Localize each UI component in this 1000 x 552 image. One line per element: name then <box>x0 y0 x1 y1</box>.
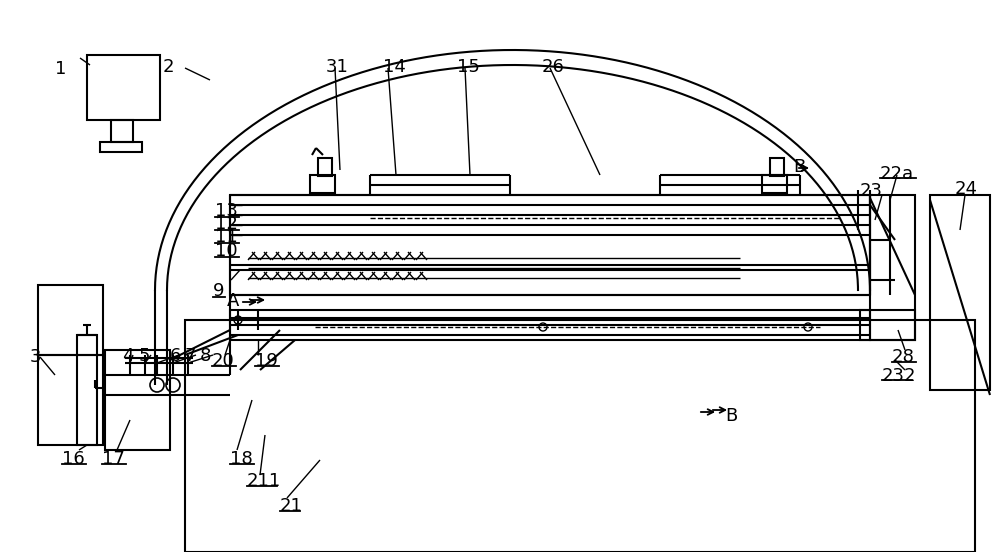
Bar <box>77 335 97 445</box>
Bar <box>762 175 787 193</box>
Text: 24: 24 <box>955 180 978 198</box>
Text: 10: 10 <box>215 242 238 260</box>
Text: B: B <box>793 158 805 176</box>
Bar <box>930 195 990 390</box>
Text: 17: 17 <box>102 450 125 468</box>
Bar <box>230 195 870 295</box>
Text: 23: 23 <box>860 182 883 200</box>
Text: 12: 12 <box>215 215 238 233</box>
Text: 22a: 22a <box>880 165 914 183</box>
Bar <box>860 310 915 340</box>
Text: 31: 31 <box>326 58 349 76</box>
Text: 1: 1 <box>55 60 66 78</box>
Text: 20: 20 <box>212 352 235 370</box>
Bar <box>111 120 133 142</box>
Text: 13: 13 <box>215 202 238 220</box>
Text: 232: 232 <box>882 367 916 385</box>
Text: 211: 211 <box>247 472 281 490</box>
Text: 18: 18 <box>230 450 253 468</box>
Bar <box>870 195 915 340</box>
Text: 28: 28 <box>892 348 915 366</box>
Text: 21: 21 <box>280 497 303 515</box>
Text: 26: 26 <box>542 58 565 76</box>
Text: 4: 4 <box>122 347 134 365</box>
Bar <box>185 320 975 552</box>
Bar <box>770 158 784 176</box>
Text: 19: 19 <box>255 352 278 370</box>
Text: 16: 16 <box>62 450 85 468</box>
Text: 6: 6 <box>170 347 181 365</box>
Bar <box>38 355 103 445</box>
Bar <box>87 55 160 120</box>
Text: 3: 3 <box>30 348 42 366</box>
Bar <box>38 285 103 355</box>
Bar <box>100 142 142 152</box>
Text: 7: 7 <box>185 347 196 365</box>
Bar <box>105 350 170 450</box>
Text: 2: 2 <box>163 58 175 76</box>
Text: A: A <box>227 292 239 310</box>
Text: 11: 11 <box>215 228 238 246</box>
Text: 9: 9 <box>213 282 224 300</box>
Text: 8: 8 <box>200 347 211 365</box>
Bar <box>230 310 870 340</box>
Text: 5: 5 <box>139 347 150 365</box>
Text: 15: 15 <box>457 58 480 76</box>
Text: 14: 14 <box>383 58 406 76</box>
Bar <box>310 175 335 193</box>
Bar <box>318 158 332 176</box>
Text: B: B <box>725 407 737 425</box>
